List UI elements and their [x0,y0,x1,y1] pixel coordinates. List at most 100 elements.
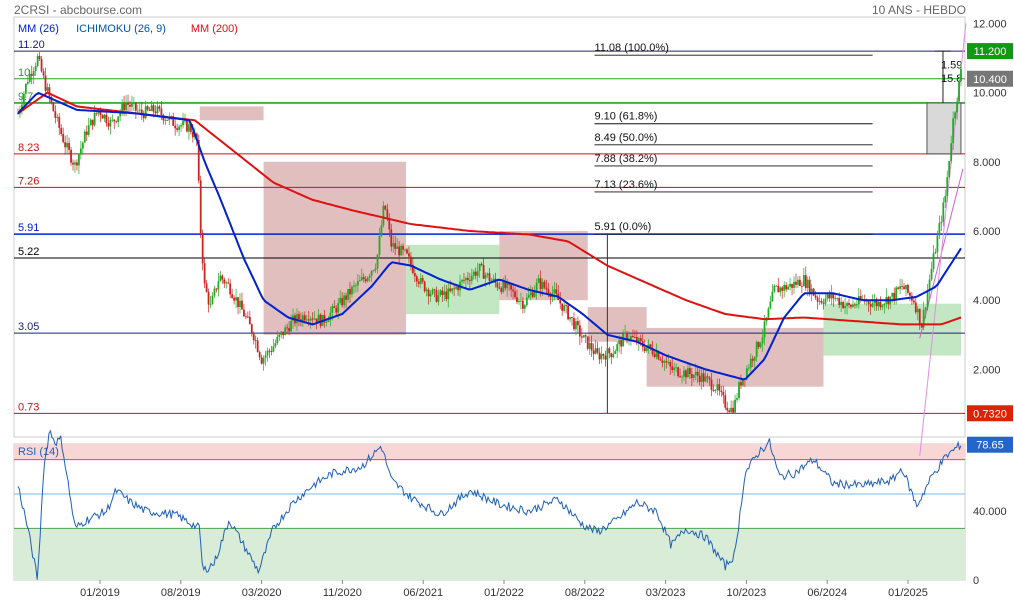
candle-body [264,355,267,359]
candle-body [241,300,243,310]
candle-body [573,318,575,330]
candle-body [374,268,377,271]
candle-body [309,318,312,321]
candle-body [256,340,259,352]
candle-body [830,293,833,299]
candle-body [773,285,776,292]
candle-body [303,315,306,321]
measure-label-0: 1.59 [941,59,962,71]
candle-body [396,246,399,249]
candle-body [227,282,230,284]
candle-body [166,119,169,121]
candle-body [133,102,135,104]
level-label-1: 10. [18,67,33,79]
candle-body [901,286,903,287]
candle-body [871,303,874,307]
candle-body [596,348,599,353]
candle-body [946,177,949,197]
candle-body [535,282,538,292]
level-label-4: 7.26 [18,175,39,187]
candle-body [274,343,277,347]
candle-body [604,355,607,360]
candle-body [119,112,122,117]
candle-body [209,304,212,305]
candle-body [918,308,921,324]
candle-body [325,321,328,323]
candle-body [417,281,420,284]
candle-body [76,162,78,166]
candle-body [832,293,835,299]
x-tick-label-7: 03/2023 [646,587,686,599]
candle-body [883,303,886,306]
level-label-6: 5.22 [18,246,39,258]
x-tick-label-10: 01/2025 [888,587,928,599]
candle-body [842,302,845,309]
candle-body [290,320,292,332]
candle-body [812,288,815,296]
candle-body [956,101,958,113]
candle-body [298,314,300,320]
candle-body [180,125,182,127]
candle-body [172,116,175,126]
candle-body [313,318,316,320]
candle-body [478,263,481,271]
candle-body [142,113,145,119]
candle-body [761,337,764,344]
candle-body [254,340,257,341]
candle-body [231,294,234,298]
candle-body [543,281,546,288]
candle-body [541,281,544,290]
candle-body [681,376,683,378]
candle-body [899,286,901,289]
candle-body [759,343,762,348]
candle-body [523,305,526,309]
candle-body [753,356,756,361]
candle-body [455,286,458,289]
candle-body [567,305,569,320]
ichimoku-cloud-0 [199,106,264,121]
candle-body [932,253,935,269]
candle-body [154,111,157,114]
candle-body [647,344,650,348]
candle-body [78,154,80,166]
candle-body [390,229,393,247]
candle-body [700,373,703,382]
candle-body [822,302,825,304]
fib-label-1: 9.10 (61.8%) [594,111,657,123]
candle-body [470,275,473,281]
candle-body [659,359,662,361]
candle-body [769,301,772,309]
candle-body [435,290,438,302]
candle-body [502,281,505,292]
candle-body [93,112,96,126]
candle-body [384,205,387,210]
candle-body [349,288,351,295]
candle-body [323,314,326,323]
candle-body [905,284,907,290]
candle-body [800,285,803,287]
candle-body [351,286,353,295]
candle-body [708,377,711,380]
candle-body [17,113,19,115]
candle-body [779,287,782,293]
candle-body [99,110,102,116]
candle-body [225,282,228,284]
candle-body [516,297,518,303]
candle-body [411,264,414,274]
candle-body [237,297,239,307]
candle-body [559,300,562,304]
candle-body [215,288,218,290]
candle-body [392,243,395,247]
candle-body [207,291,210,305]
candle-body [408,253,410,257]
candle-body [950,143,953,162]
candle-body [111,119,114,121]
candle-body [268,350,271,352]
candle-body [437,295,440,302]
level-label-7: 3.05 [18,321,39,333]
candle-body [891,292,894,297]
candle-body [317,314,320,323]
candle-body [58,116,61,128]
ichimoku-cloud-3 [499,231,588,301]
candle-body [115,121,118,123]
